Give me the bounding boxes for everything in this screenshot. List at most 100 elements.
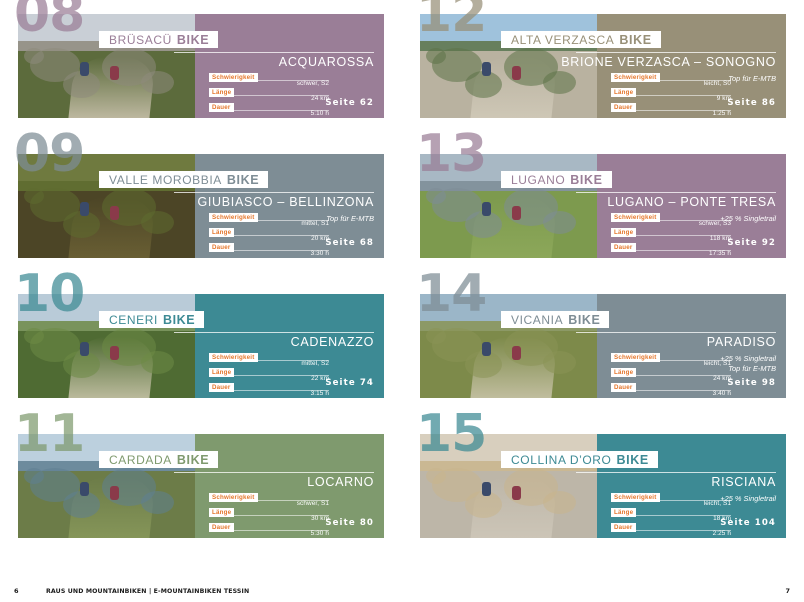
photo-rider (482, 482, 491, 496)
photo-foliage (432, 328, 482, 362)
tour-page-reference[interactable]: Seite 68 (325, 238, 374, 248)
tour-specs: Schwierigkeit leicht, S0 Länge 9 km Dauer 1:2… (611, 73, 731, 118)
spec-divider (209, 515, 329, 516)
tour-badge: Top für E-MTB (728, 364, 776, 373)
spec-label-length: Länge (611, 228, 637, 237)
spec-label-difficulty: Schwierigkeit (611, 73, 660, 82)
spec-label-length: Länge (611, 88, 637, 97)
tour-region: LUGANO – PONTE TRESA (607, 195, 776, 209)
tour-photo (420, 14, 597, 118)
tour-title-name: CARDADA (109, 452, 172, 467)
spec-value-length: 18 km (713, 515, 731, 522)
spec-label-duration: Dauer (611, 243, 636, 252)
spec-value-duration: 1:25 h (712, 110, 731, 117)
tour-specs: Schwierigkeit mittel, S2 Länge 22 km Dauer 3:… (209, 353, 329, 398)
spec-row-difficulty: Schwierigkeit schwer, S1 (209, 493, 329, 508)
photo-rider (110, 486, 119, 500)
spec-label-duration: Dauer (611, 523, 636, 532)
tour-title-bike: BIKE (570, 172, 603, 187)
tour-card-body: CENERI BIKE CADENAZZO Schwierigkeit mittel, … (18, 294, 384, 398)
tour-specs: Schwierigkeit leicht, S1 Länge 24 km Dauer 3:… (611, 353, 731, 398)
spec-label-length: Länge (611, 368, 637, 377)
tour-page-reference[interactable]: Seite 62 (325, 98, 374, 108)
tour-title-bike: BIKE (568, 312, 601, 327)
spec-label-difficulty: Schwierigkeit (611, 353, 660, 362)
tour-region: CADENAZZO (290, 335, 374, 349)
tour-specs: Schwierigkeit leicht, S1 Länge 18 km Dauer 2:… (611, 493, 731, 538)
tour-title-bike: BIKE (176, 32, 210, 47)
spec-divider (209, 110, 329, 111)
spec-divider (209, 360, 329, 361)
tour-page-reference[interactable]: Seite 98 (727, 378, 776, 388)
tour-badges: +25 % Singletrail Top für E-MTB (720, 354, 776, 374)
tour-card-body: BRÜSACÜ BIKE ACQUAROSSA Schwierigkeit schwer… (18, 14, 384, 118)
tour-region: PARADISO (706, 335, 776, 349)
photo-rider (80, 482, 89, 496)
photo-rider (482, 62, 491, 76)
spec-value-duration: 5:30 h (310, 530, 329, 537)
spec-value-duration: 5:10 h (310, 110, 329, 117)
tour-page-reference[interactable]: Seite 92 (727, 238, 776, 248)
spec-divider (611, 390, 731, 391)
spec-row-length: Länge 22 km (209, 368, 329, 383)
tour-title-name: COLLINA D’ORO (511, 452, 612, 467)
spec-row-length: Länge 24 km (209, 88, 329, 103)
tour-card-09[interactable]: 09 VALLE MOROBBIA BIKE GIUBIASCO – BELLINZO… (14, 128, 384, 258)
spec-value-difficulty: mittel, S1 (301, 220, 329, 227)
spec-label-length: Länge (209, 508, 235, 517)
photo-foliage (543, 491, 576, 514)
tour-title-bike: BIKE (616, 452, 649, 467)
tour-title-name: VALLE MOROBBIA (109, 172, 222, 187)
photo-rider (80, 62, 89, 76)
spec-value-difficulty: leicht, S0 (703, 80, 731, 87)
tour-info-panel: VICANIA BIKE PARADISO Schwierigkeit leicht, … (501, 294, 786, 398)
tour-page-reference[interactable]: Seite 80 (325, 518, 374, 528)
tour-card-10[interactable]: 10 CENERI BIKE CADENAZZO Schwierigkeit mittel… (14, 268, 384, 398)
tour-badge: +25 % Singletrail (720, 494, 776, 503)
footer-page-number-left: 6 (14, 587, 19, 595)
tour-card-13[interactable]: 13 LUGANO BIKE LUGANO – PONTE TRESA Schwieri… (416, 128, 786, 258)
tour-title-banner: CARDADA BIKE (99, 451, 219, 468)
tour-page-reference[interactable]: Seite 74 (325, 378, 374, 388)
tour-badges: +25 % Singletrail (720, 494, 776, 504)
tour-title-name: BRÜSACÜ (109, 32, 172, 47)
photo-foliage (543, 351, 576, 374)
tour-title-rule (174, 52, 374, 53)
tour-title-banner: LUGANO BIKE (501, 171, 612, 188)
spec-divider (611, 250, 731, 251)
spec-divider (611, 110, 731, 111)
tour-region: ACQUAROSSA (278, 55, 374, 69)
spec-value-length: 118 km (709, 235, 731, 242)
tour-page-reference[interactable]: Seite 86 (727, 98, 776, 108)
tour-specs: Schwierigkeit schwer, S1 Länge 30 km Dauer 5:… (209, 493, 329, 538)
tour-badge: Top für E-MTB (326, 214, 374, 223)
tour-card-12[interactable]: 12 ALTA VERZASCA BIKE BRIONE VERZASCA – SON… (416, 0, 786, 118)
tour-region: BRIONE VERZASCA – SONOGNO (561, 55, 776, 69)
tour-page-reference[interactable]: Seite 104 (720, 518, 776, 528)
spec-label-duration: Dauer (611, 103, 636, 112)
spec-value-duration: 3:30 h (310, 250, 329, 257)
tour-title-rule (174, 332, 374, 333)
photo-foliage (543, 71, 576, 94)
spec-value-duration: 2:25 h (712, 530, 731, 537)
spec-label-difficulty: Schwierigkeit (209, 493, 258, 502)
tour-card-15[interactable]: 15 COLLINA D’ORO BIKE RISCIANA Schwierigkeit… (416, 408, 786, 538)
tour-info-panel: LUGANO BIKE LUGANO – PONTE TRESA Schwierigk… (501, 154, 786, 258)
photo-rider (110, 66, 119, 80)
photo-rider (512, 346, 521, 360)
spec-row-difficulty: Schwierigkeit mittel, S1 (209, 213, 329, 228)
spec-divider (611, 515, 731, 516)
tour-badges: Top für E-MTB (326, 214, 374, 224)
tour-photo (420, 434, 597, 538)
tour-card-11[interactable]: 11 CARDADA BIKE LOCARNO Schwierigkeit schwer,… (14, 408, 384, 538)
spec-value-difficulty: schwer, S2 (296, 80, 329, 87)
tour-card-14[interactable]: 14 VICANIA BIKE PARADISO Schwierigkeit leicht… (416, 268, 786, 398)
spec-value-difficulty: leicht, S1 (703, 360, 731, 367)
spec-divider (611, 220, 731, 221)
tour-title-rule (576, 52, 776, 53)
spec-row-difficulty: Schwierigkeit schwer, S2 (209, 73, 329, 88)
tour-card-08[interactable]: 08 BRÜSACÜ BIKE ACQUAROSSA Schwierigkeit schw… (14, 0, 384, 118)
spec-divider (209, 95, 329, 96)
spec-label-difficulty: Schwierigkeit (209, 353, 258, 362)
